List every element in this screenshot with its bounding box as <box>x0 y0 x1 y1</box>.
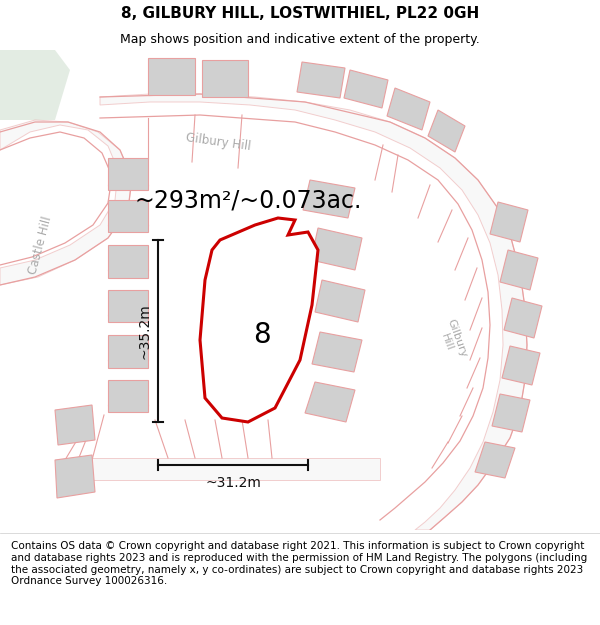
Polygon shape <box>148 58 195 95</box>
Polygon shape <box>55 405 95 445</box>
Polygon shape <box>475 442 515 478</box>
Text: Gilbury
Hill: Gilbury Hill <box>435 318 469 362</box>
Polygon shape <box>200 218 318 422</box>
Polygon shape <box>428 110 465 152</box>
Polygon shape <box>108 335 148 368</box>
Polygon shape <box>0 120 132 285</box>
Polygon shape <box>500 250 538 290</box>
Text: ~35.2m: ~35.2m <box>137 303 151 359</box>
Polygon shape <box>108 290 148 322</box>
Polygon shape <box>108 158 148 190</box>
Polygon shape <box>502 346 540 385</box>
Polygon shape <box>311 228 362 270</box>
Polygon shape <box>492 394 530 432</box>
Text: Map shows position and indicative extent of the property.: Map shows position and indicative extent… <box>120 32 480 46</box>
Text: Contains OS data © Crown copyright and database right 2021. This information is : Contains OS data © Crown copyright and d… <box>11 541 587 586</box>
Polygon shape <box>504 298 542 338</box>
Text: 8: 8 <box>253 321 271 349</box>
Polygon shape <box>387 88 430 130</box>
Polygon shape <box>312 332 362 372</box>
Text: ~293m²/~0.073ac.: ~293m²/~0.073ac. <box>134 188 362 212</box>
Polygon shape <box>55 455 95 498</box>
Polygon shape <box>100 94 527 530</box>
Polygon shape <box>202 60 248 97</box>
Polygon shape <box>344 70 388 108</box>
Text: Gilbury Hill: Gilbury Hill <box>185 131 251 153</box>
Polygon shape <box>108 380 148 412</box>
Polygon shape <box>0 50 70 120</box>
Polygon shape <box>108 245 148 278</box>
Polygon shape <box>297 62 345 98</box>
Text: Castle Hill: Castle Hill <box>26 214 54 276</box>
Polygon shape <box>108 200 148 232</box>
Polygon shape <box>315 280 365 322</box>
Polygon shape <box>90 458 380 480</box>
Polygon shape <box>490 202 528 242</box>
Text: 8, GILBURY HILL, LOSTWITHIEL, PL22 0GH: 8, GILBURY HILL, LOSTWITHIEL, PL22 0GH <box>121 6 479 21</box>
Text: ~31.2m: ~31.2m <box>205 476 261 490</box>
Polygon shape <box>305 382 355 422</box>
Polygon shape <box>303 180 355 218</box>
